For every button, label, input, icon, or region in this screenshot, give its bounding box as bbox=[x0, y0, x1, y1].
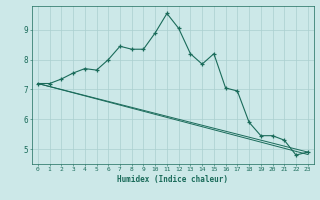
X-axis label: Humidex (Indice chaleur): Humidex (Indice chaleur) bbox=[117, 175, 228, 184]
